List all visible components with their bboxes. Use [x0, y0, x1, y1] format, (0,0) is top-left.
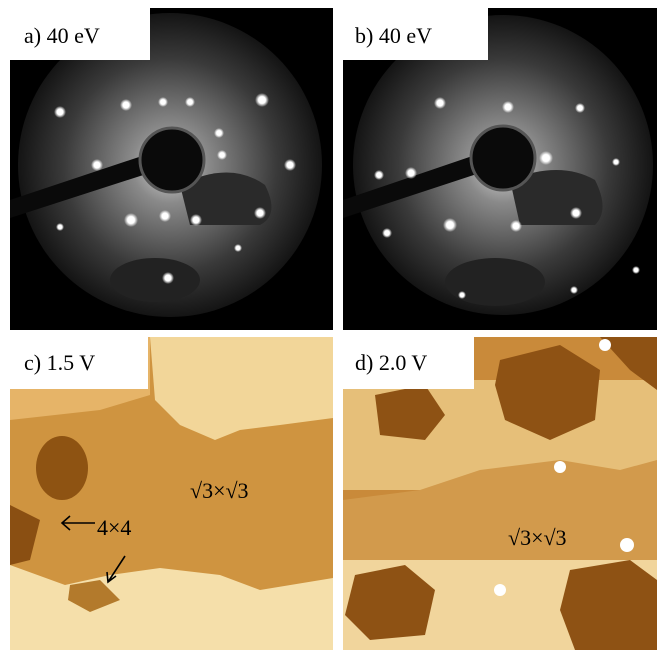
panel-label: d) 2.0 V [355, 350, 427, 375]
panel-label: b) 40 eV [355, 23, 432, 48]
figure: a) 40 eV b) 40 eV c) 1.5 V d) 2.0 V √3×√… [0, 0, 661, 655]
panel-label: c) 1.5 V [24, 350, 95, 375]
annotation: 4×4 [97, 515, 131, 540]
annotation: √3×√3 [508, 525, 567, 550]
annotation: √3×√3 [190, 478, 249, 503]
panel-label: a) 40 eV [24, 23, 100, 48]
